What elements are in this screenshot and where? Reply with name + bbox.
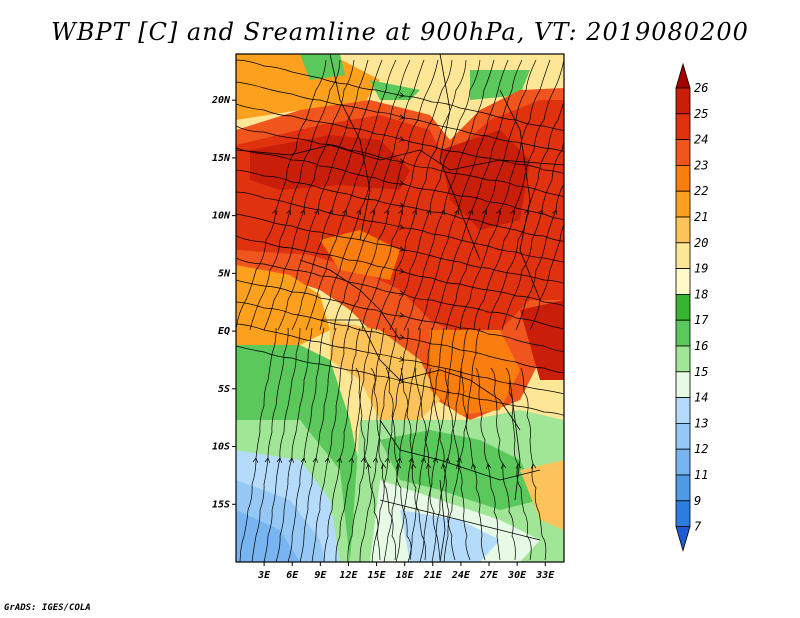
colorbar-label: 17 bbox=[694, 313, 709, 327]
colorbar-swatch bbox=[675, 397, 691, 424]
colorbar-top-arrow bbox=[675, 62, 691, 89]
lon-tick-label: 27E bbox=[479, 570, 499, 581]
lon-tick-label: 21E bbox=[423, 570, 443, 581]
colorbar-label: 21 bbox=[694, 210, 708, 224]
colorbar-swatch bbox=[675, 293, 691, 321]
colorbar-label: 20 bbox=[694, 236, 708, 250]
colorbar-label: 26 bbox=[694, 81, 708, 95]
colorbar-swatch bbox=[675, 500, 691, 527]
map-title: WBPT [C] and Sreamline at 900hPa, VT: 20… bbox=[51, 18, 749, 46]
longitude-axis: 3E 6E 9E 12E 15E 18E 21E 24E 27E 30E 33E bbox=[257, 562, 555, 581]
colorbar-label: 13 bbox=[694, 416, 708, 430]
lat-tick-label: 15N bbox=[212, 153, 231, 164]
lon-tick-label: 30E bbox=[507, 570, 527, 581]
lat-tick-label: 5S bbox=[218, 384, 230, 395]
lon-tick-label: 12E bbox=[339, 570, 358, 581]
lat-tick-label: EQ bbox=[218, 326, 230, 337]
colorbar-swatch bbox=[675, 139, 691, 166]
lat-tick-label: 10S bbox=[212, 442, 230, 453]
colorbar-swatch bbox=[675, 190, 691, 218]
streamlines bbox=[236, 59, 564, 562]
colorbar-label: 11 bbox=[694, 468, 708, 482]
colorbar-swatch bbox=[675, 216, 691, 244]
colorbar-swatch bbox=[675, 448, 691, 476]
country-borders bbox=[236, 54, 564, 562]
colorbar-swatch bbox=[675, 345, 691, 373]
colorbar: 26 25 24 23 22 21 20 19 18 17 16 15 14 13 12 11 9 7 bbox=[675, 62, 709, 553]
colorbar-swatch bbox=[675, 422, 691, 450]
lon-tick-label: 15E bbox=[368, 570, 387, 581]
colorbar-label: 9 bbox=[694, 494, 701, 508]
lon-tick-label: 18E bbox=[396, 570, 415, 581]
colorbar-swatch bbox=[675, 242, 691, 270]
colorbar-label: 23 bbox=[694, 158, 708, 172]
colorbar-swatch bbox=[675, 371, 691, 398]
colorbar-label: 14 bbox=[694, 391, 708, 405]
colorbar-swatch bbox=[675, 164, 691, 192]
lon-tick-label: 3E bbox=[257, 570, 271, 581]
colorbar-label: 15 bbox=[694, 365, 708, 379]
colorbar-bottom-arrow bbox=[675, 526, 691, 553]
colorbar-label: 24 bbox=[694, 133, 708, 147]
colorbar-label: 22 bbox=[694, 184, 708, 198]
colorbar-label: 7 bbox=[694, 520, 702, 534]
lon-tick-label: 24E bbox=[451, 570, 471, 581]
colorbar-label: 12 bbox=[694, 442, 708, 456]
colorbar-label: 25 bbox=[694, 107, 708, 121]
colorbar-swatch bbox=[675, 319, 691, 347]
colorbar-swatch bbox=[675, 268, 691, 295]
lon-tick-label: 9E bbox=[314, 570, 327, 581]
lon-tick-label: 33E bbox=[535, 570, 555, 581]
lat-tick-label: 15S bbox=[212, 499, 230, 510]
colorbar-swatch bbox=[675, 87, 691, 115]
colorbar-label: 16 bbox=[694, 339, 708, 353]
colorbar-label: 19 bbox=[694, 262, 708, 276]
colorbar-swatch bbox=[675, 113, 691, 141]
footer-credit: GrADS: IGES/COLA bbox=[4, 603, 91, 613]
latitude-axis: 20N 15N 10N 5N EQ 5S 10S 15S bbox=[211, 95, 236, 510]
lat-tick-label: 10N bbox=[212, 211, 231, 222]
wbpt-field bbox=[236, 54, 564, 562]
colorbar-label: 18 bbox=[694, 287, 708, 301]
colorbar-swatch bbox=[675, 474, 691, 502]
map-frame bbox=[235, 53, 565, 563]
lat-tick-label: 20N bbox=[211, 95, 231, 106]
lon-tick-label: 6E bbox=[286, 570, 299, 581]
lat-tick-label: 5N bbox=[218, 268, 231, 279]
